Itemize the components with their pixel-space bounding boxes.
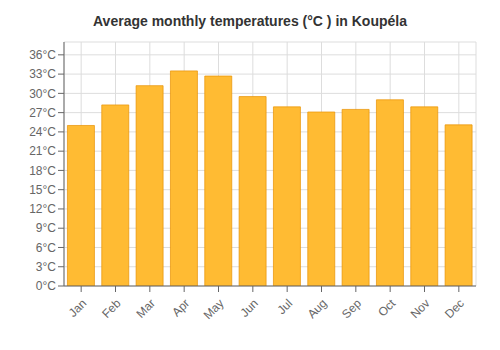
svg-text:Jan: Jan: [66, 296, 90, 320]
svg-text:Aug: Aug: [305, 296, 330, 321]
svg-text:May: May: [201, 296, 227, 322]
svg-text:33°C: 33°C: [29, 67, 56, 81]
svg-text:Mar: Mar: [133, 296, 158, 321]
svg-text:30°C: 30°C: [29, 87, 56, 101]
svg-text:Apr: Apr: [169, 296, 192, 319]
svg-text:21°C: 21°C: [29, 144, 56, 158]
svg-text:0°C: 0°C: [36, 279, 56, 293]
svg-text:36°C: 36°C: [29, 48, 56, 62]
svg-text:Sep: Sep: [339, 296, 364, 321]
svg-text:18°C: 18°C: [29, 164, 56, 178]
svg-text:Jul: Jul: [275, 296, 296, 317]
html-text:Average monthly temperatures (: Average monthly temperatures (°C ) in Ko…: [93, 13, 407, 29]
svg-text:Feb: Feb: [99, 296, 124, 321]
svg-text:12°C: 12°C: [29, 202, 56, 216]
svg-text:Nov: Nov: [408, 296, 433, 321]
svg-text:6°C: 6°C: [36, 241, 56, 255]
svg-text:15°C: 15°C: [29, 183, 56, 197]
svg-text:27°C: 27°C: [29, 106, 56, 120]
svg-text:Jun: Jun: [237, 296, 261, 320]
svg-text:Dec: Dec: [442, 296, 467, 321]
svg-text:Oct: Oct: [375, 296, 399, 320]
svg-text:24°C: 24°C: [29, 125, 56, 139]
svg-text:3°C: 3°C: [36, 260, 56, 274]
svg-text:9°C: 9°C: [36, 221, 56, 235]
